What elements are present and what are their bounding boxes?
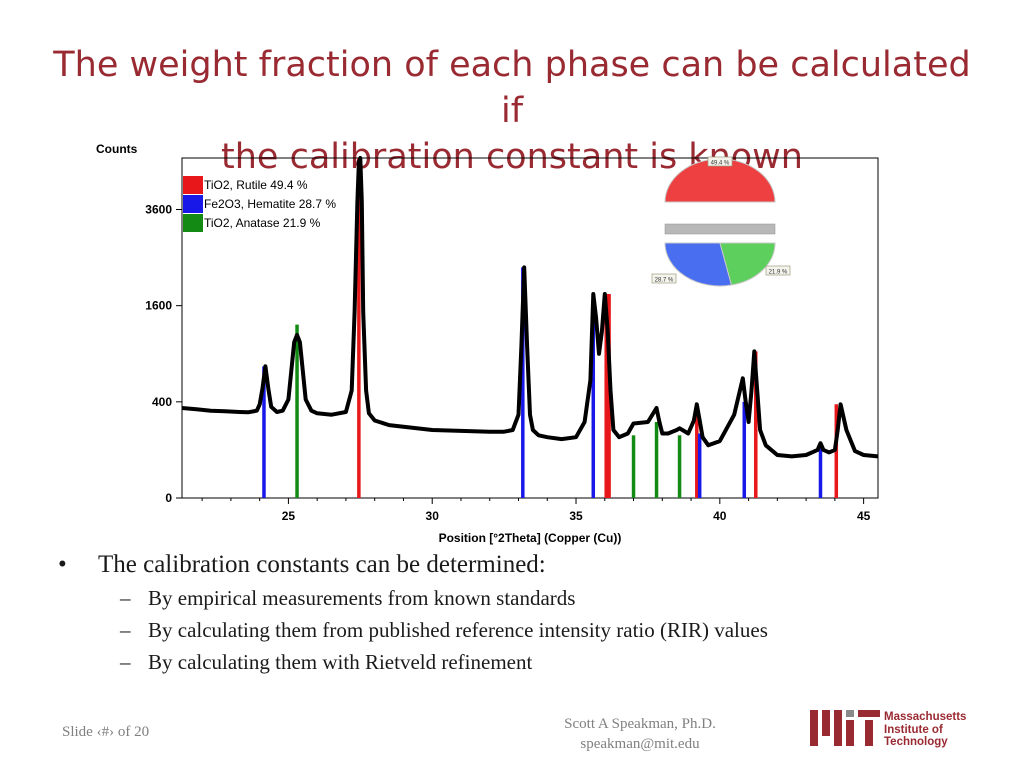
author-email: speakman@mit.edu [580, 736, 700, 752]
sub-bullet-item: – By empirical measurements from known s… [58, 582, 998, 614]
pie-separator-band [664, 223, 776, 235]
dash-glyph: – [120, 618, 131, 642]
pie-slice [664, 242, 733, 287]
x-axis-label: Position [°2Theta] (Copper (Cu)) [439, 531, 622, 545]
y-tick-label: 400 [152, 395, 172, 409]
mit-wordmark-line-2: Institute of [884, 723, 943, 736]
mit-wordmark-line-3: Technology [884, 736, 948, 748]
legend-label: TiO2, Anatase 21.9 % [204, 216, 321, 230]
bullet-text: The calibration constants can be determi… [98, 551, 546, 578]
sub-bullet-item: – By calculating them from published ref… [58, 614, 998, 646]
pie-label-box [651, 273, 677, 284]
pie-chart: 49.4 % 28.7 % 21.9 % [651, 156, 791, 287]
pie-label-box [765, 265, 791, 276]
y-tick-label: 0 [165, 491, 172, 505]
y-tick-label: 3600 [145, 203, 172, 217]
x-tick-label: 35 [569, 509, 583, 523]
diffraction-pattern-line [181, 156, 879, 459]
author-name: Scott A Speakman, Ph.D. [564, 716, 716, 732]
mit-logo-icon [810, 710, 880, 746]
pie-slice [719, 242, 776, 286]
legend-label: TiO2, Rutile 49.4 % [204, 178, 308, 192]
pie-label: 49.4 % [711, 161, 730, 167]
dash-glyph: – [120, 650, 131, 674]
y-axis-label: Counts [96, 142, 138, 156]
mit-wordmark: Massachusetts Institute of Technology [884, 711, 966, 749]
x-tick-label: 30 [426, 509, 440, 523]
slide-title-line-1: The weight fraction of each phase can be… [53, 45, 971, 131]
pie-label: 28.7 % [655, 278, 674, 284]
legend-swatch [183, 176, 203, 194]
pie-label-box [707, 156, 733, 167]
sub-bullet-item: – By calculating them with Rietveld refi… [58, 646, 998, 678]
sub-bullet-text: By calculating them from published refer… [148, 618, 768, 642]
bullet-item: • The calibration constants can be deter… [58, 548, 998, 582]
legend-swatch [183, 195, 203, 213]
slide-number: Slide ‹#› of 20 [62, 724, 150, 740]
mit-wordmark-line-1: Massachusetts [884, 711, 967, 723]
chart-legend: TiO2, Rutile 49.4 % Fe2O3, Hematite 28.7 … [183, 176, 336, 232]
legend-swatch [183, 214, 203, 232]
dash-glyph: – [120, 586, 131, 610]
bullet-list: • The calibration constants can be deter… [58, 548, 998, 678]
x-tick-label: 45 [857, 509, 871, 523]
x-tick-label: 40 [713, 509, 727, 523]
y-tick-label: 1600 [145, 299, 172, 313]
plot-frame [181, 157, 879, 499]
bullet-glyph: • [58, 551, 67, 578]
slide-title: The weight fraction of each phase can be… [40, 42, 984, 180]
sub-bullet-text: By empirical measurements from known sta… [148, 586, 576, 610]
pie-label: 21.9 % [769, 270, 788, 276]
footer-author: Scott A Speakman, Ph.D. speakman@mit.edu [520, 714, 760, 754]
legend-label: Fe2O3, Hematite 28.7 % [204, 197, 336, 211]
sub-bullet-text: By calculating them with Rietveld refine… [148, 650, 533, 674]
xrd-pattern-chart: Counts 0 400 1600 3600 25 30 35 40 45 TiO2, Rut… [96, 142, 879, 545]
x-tick-label: 25 [282, 509, 296, 523]
